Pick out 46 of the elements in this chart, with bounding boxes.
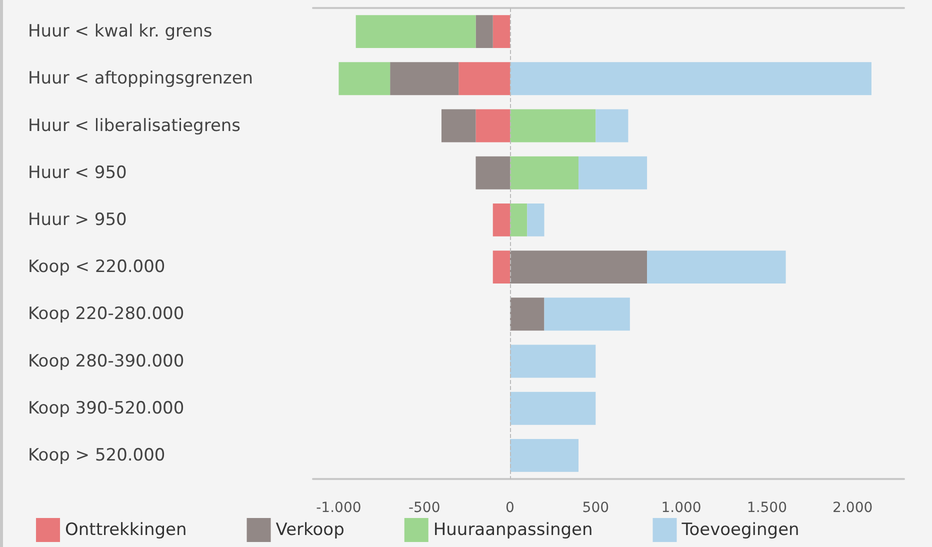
y-tick-label: Huur < kwal kr. grens bbox=[28, 22, 212, 42]
bar bbox=[510, 109, 596, 142]
y-tick-label: Huur < liberalisatiegrens bbox=[28, 116, 241, 136]
y-tick-label: Huur > 950 bbox=[28, 210, 127, 230]
bar bbox=[510, 344, 596, 378]
legend-label: Verkoop bbox=[276, 520, 344, 540]
legend-label: Toevoegingen bbox=[680, 520, 800, 540]
bar bbox=[441, 109, 476, 142]
x-tick-label: 500 bbox=[582, 500, 610, 516]
bar bbox=[356, 15, 476, 48]
bar bbox=[510, 392, 596, 425]
x-tick-label: 2.000 bbox=[832, 500, 873, 516]
bar bbox=[492, 15, 510, 48]
bar bbox=[510, 62, 872, 96]
bar bbox=[596, 109, 628, 142]
bar bbox=[492, 250, 510, 284]
bar bbox=[510, 250, 648, 284]
legend-label: Huuraanpassingen bbox=[433, 520, 593, 540]
bar bbox=[544, 298, 630, 331]
bar bbox=[510, 438, 579, 472]
bar bbox=[510, 298, 544, 331]
bar bbox=[476, 109, 510, 142]
bar bbox=[527, 203, 544, 236]
x-tick-label: 0 bbox=[506, 500, 514, 516]
bar bbox=[476, 156, 510, 190]
x-tick-label: 1.500 bbox=[746, 500, 788, 516]
y-tick-label: Koop 280-390.000 bbox=[28, 351, 184, 372]
bar bbox=[647, 250, 786, 284]
x-tick-label: -500 bbox=[408, 500, 440, 516]
bar bbox=[510, 156, 579, 190]
x-tick-label: -1.000 bbox=[316, 500, 362, 516]
bar bbox=[458, 62, 510, 96]
bar bbox=[578, 156, 648, 190]
legend-label: Onttrekkingen bbox=[65, 520, 187, 540]
bar bbox=[510, 203, 528, 236]
y-tick-label: Koop < 220.000 bbox=[28, 257, 166, 278]
bar bbox=[476, 15, 493, 48]
y-tick-label: Huur < aftoppingsgrenzen bbox=[28, 68, 254, 89]
bar bbox=[338, 62, 390, 96]
bar bbox=[390, 62, 459, 96]
x-tick-label: 1.000 bbox=[661, 500, 702, 516]
y-tick-label: Huur < 950 bbox=[28, 162, 127, 183]
y-tick-label: Koop 220-280.000 bbox=[28, 304, 184, 324]
bar bbox=[492, 203, 510, 236]
y-tick-label: Koop > 520.000 bbox=[28, 445, 166, 466]
y-tick-label: Koop 390-520.000 bbox=[28, 398, 184, 418]
